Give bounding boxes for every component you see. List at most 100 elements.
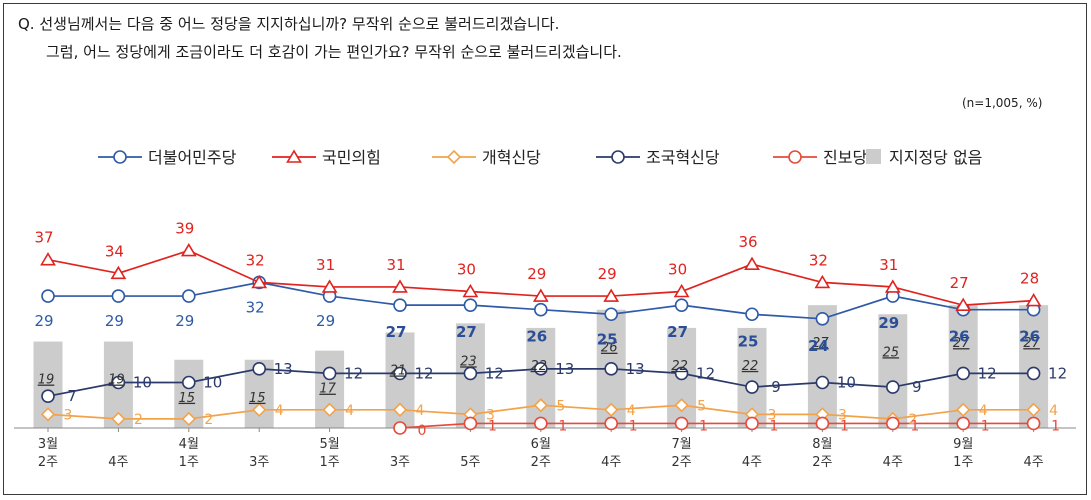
point-rebuild (674, 366, 689, 381)
data-label-rebuild: 10 (133, 374, 152, 392)
data-label-ppp: 39 (175, 220, 194, 238)
x-tick-label-week: 2주 (812, 455, 832, 470)
point-ppp (955, 297, 972, 311)
bar-label-no-party: 27 (812, 336, 829, 351)
data-label-democratic: 26 (526, 328, 547, 346)
data-label-democratic: 25 (738, 332, 759, 350)
x-tick-label-week: 4주 (108, 455, 128, 470)
point-reform (181, 411, 196, 427)
x-tick-label-week: 1주 (319, 455, 339, 470)
data-label-rebuild: 13 (274, 360, 293, 378)
data-label-ppp: 29 (598, 265, 617, 283)
point-progressive (956, 416, 971, 431)
series-lines (40, 242, 1042, 435)
point-rebuild (815, 375, 830, 390)
bar-label-no-party: 22 (531, 359, 548, 374)
point-rebuild (745, 380, 759, 394)
data-label-rebuild: 12 (696, 364, 715, 382)
data-label-progressive: 1 (1051, 418, 1060, 434)
data-label-reform: 4 (345, 403, 354, 419)
data-label-ppp: 30 (457, 261, 476, 279)
x-tick-label-month: 5월 (319, 437, 339, 452)
data-label-progressive: 1 (629, 418, 638, 434)
data-label-ppp: 31 (386, 256, 405, 274)
point-progressive (393, 421, 407, 435)
data-label-rebuild: 12 (485, 364, 504, 382)
data-label-ppp: 27 (950, 274, 969, 292)
point-rebuild (885, 380, 900, 394)
x-tick-label-month: 6월 (531, 437, 551, 452)
point-rebuild (111, 375, 126, 390)
point-reform (956, 402, 971, 417)
legend-marker-reform (446, 149, 462, 165)
data-label-rebuild: 10 (203, 374, 222, 392)
bar-label-no-party: 27 (1023, 336, 1040, 351)
point-progressive (815, 416, 830, 431)
x-tick-label-week: 4주 (1023, 455, 1043, 470)
point-rebuild (1026, 366, 1041, 381)
data-label-progressive: 1 (558, 418, 567, 434)
point-democratic (533, 302, 548, 317)
legend-label-democratic: 더불어민주당 (148, 148, 237, 167)
data-label-democratic: 29 (175, 312, 194, 330)
legend-label-rebuild: 조국혁신당 (646, 148, 720, 167)
data-label-ppp: 36 (738, 233, 757, 251)
data-label-reform: 4 (416, 403, 425, 419)
point-progressive (674, 416, 689, 431)
data-label-reform: 4 (979, 403, 988, 419)
x-tick-label-month: 4월 (179, 437, 199, 452)
bar-label-no-party: 15 (249, 391, 266, 406)
x-tick-label-week: 1주 (179, 455, 199, 470)
point-rebuild (463, 366, 478, 381)
x-tick-label-week: 4주 (883, 455, 903, 470)
point-ppp (1025, 293, 1042, 307)
x-tick-label-month: 9월 (953, 437, 973, 452)
bar-label-no-party: 21 (390, 363, 407, 378)
data-label-reform: 5 (556, 398, 565, 414)
x-tick-label-week: 1주 (953, 455, 973, 470)
legend-label-ppp: 국민의힘 (322, 148, 381, 167)
x-tick-label-month: 7월 (671, 437, 691, 452)
data-label-democratic: 26 (1019, 328, 1040, 346)
data-label-ppp: 31 (879, 256, 898, 274)
data-label-progressive: 1 (699, 418, 708, 434)
point-reform (674, 398, 689, 413)
data-label-ppp: 34 (105, 242, 124, 260)
bar-label-no-party: 23 (460, 354, 477, 369)
point-rebuild (182, 375, 196, 390)
data-label-rebuild: 12 (414, 364, 433, 382)
point-democratic (604, 307, 619, 322)
x-tick-label-week: 4주 (742, 455, 762, 470)
point-progressive (533, 416, 548, 431)
data-label-rebuild: 12 (344, 364, 363, 382)
data-label-democratic: 25 (597, 330, 618, 348)
data-label-rebuild: 10 (837, 374, 856, 392)
point-progressive (1026, 416, 1041, 431)
x-tick-label-week: 5주 (460, 455, 480, 470)
legend-marker-democratic (113, 150, 127, 164)
sample-note: (n=1,005, %) (962, 96, 1043, 110)
point-ppp (180, 242, 197, 257)
point-rebuild (252, 362, 267, 376)
point-progressive (463, 416, 478, 431)
point-reform (604, 402, 619, 417)
point-ppp (744, 256, 760, 271)
point-reform (1026, 402, 1041, 417)
question-line-1: Q. 선생님께서는 다음 중 어느 정당을 지지하십니까? 무작위 순으로 불러… (18, 15, 560, 33)
point-ppp (321, 279, 338, 293)
x-tick-label-month: 8월 (812, 437, 832, 452)
point-ppp (673, 283, 690, 298)
point-ppp (462, 283, 479, 298)
series-line-progressive (399, 422, 1034, 429)
bar-no-party (878, 314, 908, 428)
point-ppp (884, 279, 901, 293)
data-label-democratic: 29 (34, 312, 53, 330)
data-label-ppp: 32 (246, 251, 265, 269)
x-tick-label-month: 3월 (38, 437, 58, 452)
point-rebuild (322, 366, 337, 381)
data-label-democratic: 29 (105, 312, 124, 330)
point-progressive (745, 416, 759, 431)
data-label-democratic: 26 (949, 328, 970, 346)
